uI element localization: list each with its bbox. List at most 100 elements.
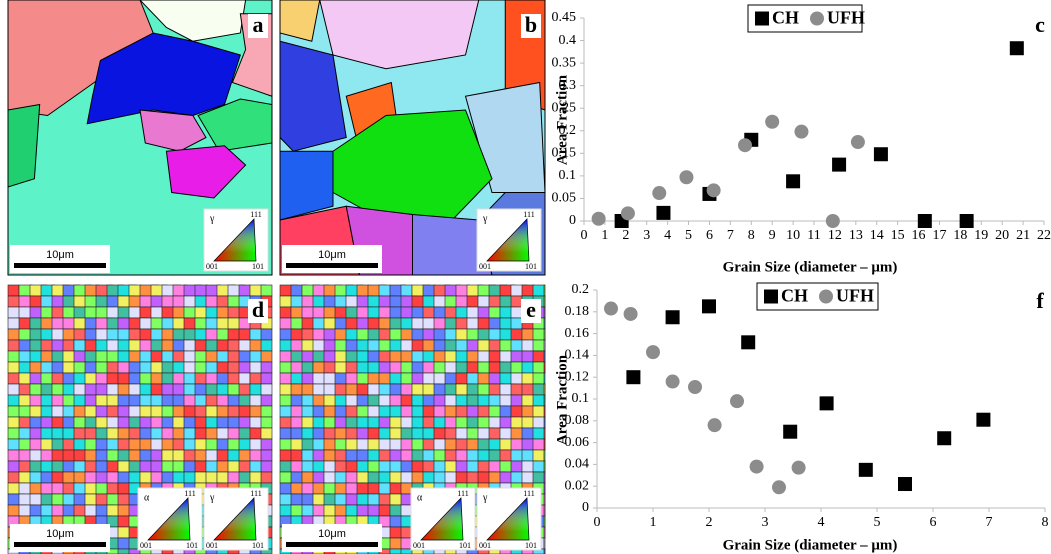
- grain: [216, 427, 230, 440]
- grain: [444, 295, 458, 308]
- grain: [543, 416, 546, 429]
- grain: [499, 460, 513, 473]
- point: [656, 205, 671, 220]
- y-tick-label: 0.45: [552, 10, 577, 25]
- grain: [205, 460, 218, 473]
- grain: [312, 504, 325, 517]
- grain: [117, 405, 131, 418]
- grain: [150, 306, 163, 319]
- ipf-phase: α: [417, 492, 423, 503]
- scale-bar: [286, 542, 378, 547]
- grain: [499, 405, 512, 418]
- ipf-corner: 001: [479, 541, 491, 550]
- y-axis-label: Area Fraction: [554, 354, 570, 445]
- x-tick-label: 22: [1037, 228, 1051, 243]
- x-tick-label: 6: [930, 515, 937, 530]
- grain: [543, 328, 546, 341]
- point: [646, 345, 660, 360]
- grain: [117, 548, 131, 554]
- grain: [455, 317, 468, 330]
- grain: [227, 383, 240, 396]
- x-tick-label: 9: [769, 228, 776, 243]
- grain: [279, 0, 321, 42]
- grain: [84, 482, 97, 495]
- point: [626, 370, 641, 385]
- grain: [345, 317, 358, 330]
- grain: [150, 416, 163, 429]
- grain: [139, 0, 247, 42]
- grain: [205, 394, 219, 407]
- x-tick-label: 1: [601, 228, 608, 243]
- grain: [95, 438, 108, 451]
- ipf-corner: 101: [525, 262, 537, 271]
- grain: [356, 394, 369, 407]
- grain: [323, 405, 337, 418]
- y-tick-label: 0.1: [572, 391, 590, 406]
- grain: [543, 515, 546, 528]
- x-tick-label: 2: [706, 515, 713, 530]
- grain: [183, 438, 197, 451]
- y-tick-label: 0.12: [565, 369, 590, 384]
- grain: [466, 405, 480, 418]
- point: [604, 301, 618, 316]
- grain: [323, 306, 336, 319]
- x-tick-label: 13: [849, 228, 863, 243]
- grain: [51, 306, 64, 319]
- grain: [301, 438, 315, 451]
- grain: [543, 306, 546, 319]
- grain: [260, 284, 273, 297]
- grain: [532, 416, 546, 429]
- grain: [139, 109, 207, 152]
- grain: [128, 460, 142, 473]
- y-tick-label: 0.05: [552, 191, 577, 206]
- ipf-phase: γ: [482, 213, 488, 224]
- grain: [543, 471, 546, 484]
- point: [730, 394, 744, 409]
- grain: [7, 372, 21, 385]
- point: [738, 138, 752, 153]
- grain: [510, 383, 524, 396]
- grain: [290, 482, 304, 495]
- grain: [95, 416, 108, 429]
- x-tick-label: 8: [1042, 515, 1049, 530]
- grain: [51, 372, 64, 385]
- grain: [543, 405, 546, 418]
- grain: [378, 471, 392, 484]
- x-tick-label: 7: [986, 515, 993, 530]
- grain: [150, 372, 163, 385]
- point: [1009, 41, 1024, 56]
- grain: [40, 306, 53, 319]
- grain: [86, 32, 241, 125]
- scale-text: 10μm: [318, 249, 346, 261]
- grain: [279, 306, 292, 319]
- y-tick-label: 0.04: [565, 457, 590, 472]
- grain: [521, 372, 535, 385]
- grain: [249, 416, 262, 429]
- grain: [260, 328, 273, 341]
- point: [665, 310, 680, 325]
- x-tick-label: 14: [870, 228, 884, 243]
- grain: [7, 405, 21, 418]
- grain: [510, 394, 523, 407]
- grain: [29, 504, 42, 517]
- grain: [466, 449, 480, 462]
- grain: [466, 350, 479, 363]
- grain: [532, 284, 546, 297]
- grain: [378, 493, 392, 506]
- grain: [117, 526, 131, 539]
- grain: [543, 537, 546, 550]
- ipf-corner: 111: [250, 489, 261, 498]
- ipf-phase: γ: [209, 492, 215, 503]
- y-tick-label: 0.2: [559, 123, 577, 138]
- grain: [279, 427, 292, 440]
- grain: [216, 361, 230, 374]
- grain: [73, 482, 86, 495]
- y-tick-label: 0.35: [552, 55, 577, 70]
- grain: [356, 328, 370, 341]
- grain: [227, 372, 241, 385]
- x-tick-label: 12: [828, 228, 842, 243]
- grain: [227, 394, 241, 407]
- grain: [477, 306, 491, 319]
- grain: [532, 405, 546, 418]
